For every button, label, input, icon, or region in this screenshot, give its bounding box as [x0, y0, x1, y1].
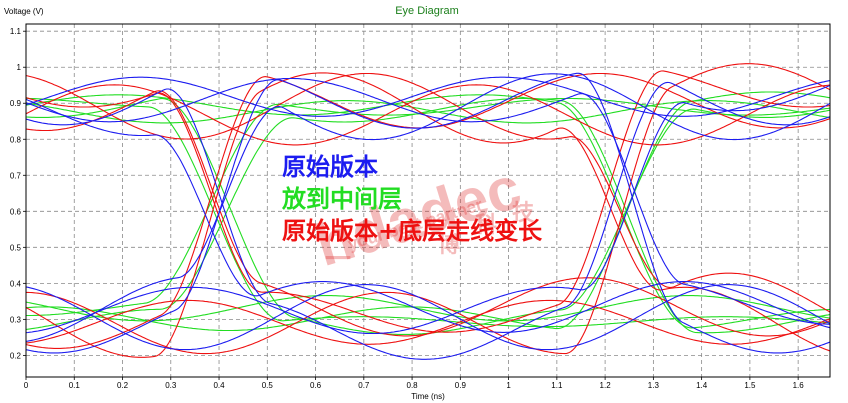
plot-frame: [25, 23, 831, 378]
y-tick-label: 0.3: [10, 315, 22, 324]
trace-line: [26, 97, 830, 317]
x-axis-label: Time (ns): [411, 392, 445, 401]
trace-line: [26, 73, 830, 342]
x-tick-label: 0.6: [310, 381, 322, 390]
trace-line: [26, 284, 830, 351]
y-tick-labels: 0.2 0.3 0.4 0.5 0.6 0.7 0.8 0.9 1 1.1: [10, 27, 22, 360]
x-tick-label: 1.2: [600, 381, 612, 390]
y-tick-label: 0.8: [10, 135, 22, 144]
x-tick-label: 1.4: [696, 381, 708, 390]
x-tick-labels: 0 0.1 0.2 0.3 0.4 0.5 0.6 0.7 0.8 0.9 1 1.1 1.2 1.3 1.…: [24, 381, 804, 390]
trace-line: [26, 77, 830, 325]
x-tick-label: 0.8: [407, 381, 419, 390]
trace-line: [26, 72, 830, 354]
trace-line: [26, 70, 830, 333]
x-tick-label: 0.7: [358, 381, 370, 390]
x-tick-label: 1: [506, 381, 511, 390]
chart-title: Eye Diagram: [395, 5, 459, 17]
grid-lines: [23, 24, 830, 380]
y-tick-label: 1.1: [10, 27, 22, 36]
watermark-char-4: 技: [512, 200, 535, 225]
trace-line: [26, 100, 830, 124]
eye-traces: [26, 63, 830, 360]
x-tick-label: 0.4: [213, 381, 225, 390]
legend-entry-bottom-longer: 原始版本+底层走线变长: [282, 217, 543, 245]
trace-line: [26, 90, 830, 337]
watermark-char-3: 科: [475, 212, 497, 237]
trace-line: [26, 81, 830, 360]
y-tick-label: 0.6: [10, 207, 22, 216]
x-tick-label: 0: [24, 381, 29, 390]
y-tick-label: 1: [17, 63, 22, 72]
trace-line: [26, 94, 830, 329]
x-tick-label: 0.2: [117, 381, 129, 390]
legend: 原始版本 放到中间层 原始版本+底层走线变长: [281, 153, 543, 245]
legend-entry-middle-layer: 放到中间层: [281, 185, 402, 213]
y-tick-label: 0.7: [10, 171, 22, 180]
y-tick-label: 0.4: [10, 279, 22, 288]
trace-line: [26, 63, 830, 355]
trace-line: [26, 295, 830, 322]
trace-line: [26, 76, 830, 117]
y-tick-label: 0.5: [10, 243, 22, 252]
trace-line: [26, 84, 830, 335]
trace-line: [26, 97, 830, 328]
watermark-char-1: 一: [325, 244, 351, 274]
y-tick-label: 0.9: [10, 99, 22, 108]
y-tick-label: 0.2: [10, 351, 22, 360]
x-tick-label: 1.1: [551, 381, 563, 390]
y-axis-label: Voltage (V): [4, 7, 44, 16]
x-tick-label: 1.5: [744, 381, 756, 390]
x-tick-label: 0.5: [262, 381, 274, 390]
trace-line: [26, 97, 830, 334]
x-tick-label: 0.9: [455, 381, 467, 390]
legend-entry-original: 原始版本: [282, 153, 378, 181]
trace-line: [26, 98, 830, 333]
trace-line: [26, 72, 830, 358]
x-tick-label: 0.1: [69, 381, 81, 390]
x-tick-label: 1.3: [648, 381, 660, 390]
x-tick-label: 1.6: [793, 381, 805, 390]
x-tick-label: 0.3: [165, 381, 177, 390]
watermark-char-2: 博: [438, 232, 460, 257]
trace-line: [26, 84, 830, 146]
